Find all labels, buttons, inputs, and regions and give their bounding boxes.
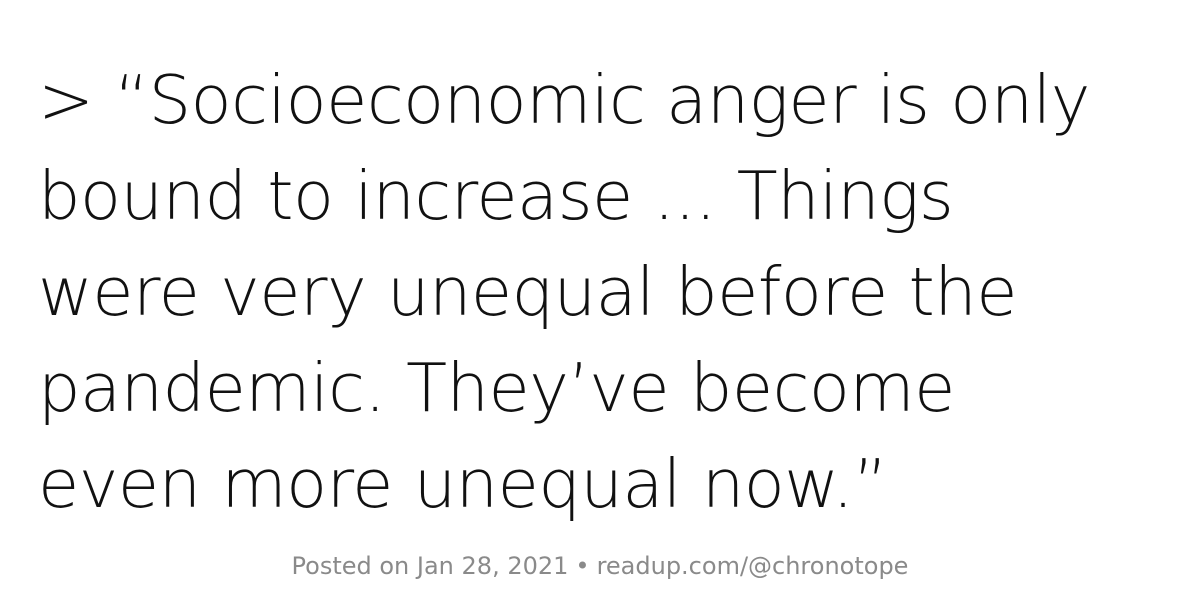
quote-line-1: > “Socioeconomic anger is only [38, 61, 1090, 139]
posted-date: Posted on Jan 28, 2021 [291, 552, 569, 580]
quote-line-4: pandemic. They’ve become [38, 349, 955, 427]
quote-text: > “Socioeconomic anger is only bound to … [38, 52, 1168, 532]
source-link[interactable]: readup.com/@chronotope [596, 552, 909, 580]
meta-separator: • [575, 552, 590, 580]
post-meta: Posted on Jan 28, 2021 • readup.com/@chron… [0, 548, 1200, 584]
quote-line-3: were very unequal before the [38, 253, 1017, 331]
quote-line-5: even more unequal now.” [38, 445, 888, 523]
quote-line-2: bound to increase ... Things [38, 157, 954, 235]
